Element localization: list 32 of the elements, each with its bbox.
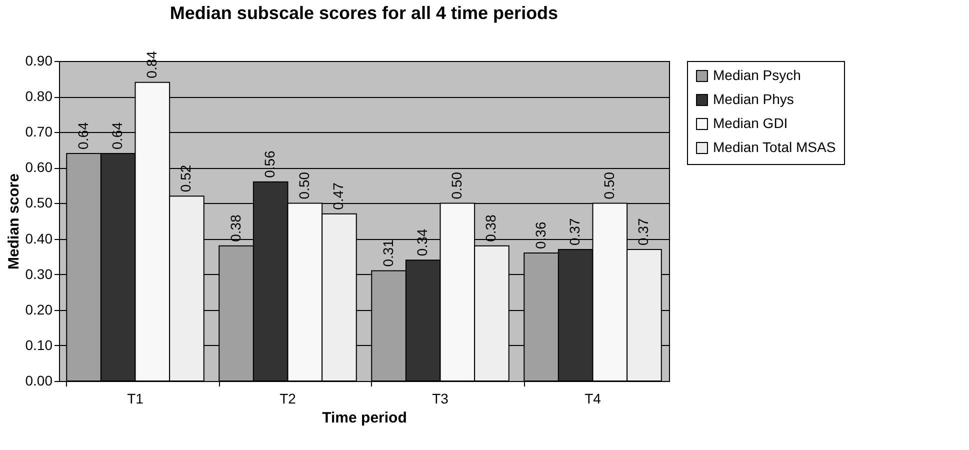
y-tick-label: 0.10 — [25, 336, 53, 353]
y-tick-label: 0.00 — [25, 372, 53, 388]
data-label: 0.50 — [448, 172, 464, 200]
data-label: 0.50 — [296, 172, 312, 200]
x-tick-label: T4 — [584, 390, 602, 406]
y-tick-label: 0.20 — [25, 301, 53, 318]
y-tick-label: 0.70 — [25, 124, 53, 140]
legend-label: Median Psych — [713, 67, 801, 83]
data-label: 0.64 — [74, 122, 91, 150]
data-label: 0.38 — [482, 214, 499, 242]
y-tick-label: 0.50 — [25, 194, 53, 211]
y-tick-label: 0.40 — [25, 230, 53, 246]
data-label: 0.31 — [380, 239, 396, 267]
y-tick-label: 0.30 — [25, 266, 53, 282]
legend-label: Median Phys — [713, 91, 794, 107]
data-label: 0.52 — [178, 164, 194, 192]
data-label: 0.64 — [109, 122, 126, 150]
data-label: 0.38 — [227, 214, 244, 242]
x-axis-title: Time period — [322, 410, 407, 426]
data-label: 0.36 — [532, 222, 548, 249]
y-tick-label: 0.80 — [25, 88, 53, 104]
y-tick-label: 0.90 — [25, 52, 53, 68]
data-label: 0.50 — [600, 172, 617, 200]
y-tick-label: 0.60 — [25, 159, 53, 176]
legend-label: Median GDI — [713, 115, 788, 131]
x-tick-label: T2 — [280, 390, 296, 406]
x-tick-label: T1 — [127, 390, 144, 406]
chart-title: Median subscale scores for all 4 time periods — [170, 3, 558, 24]
y-axis-title: Median score — [5, 174, 22, 270]
legend-label: Median Total MSAS — [713, 139, 836, 155]
data-label: 0.56 — [262, 150, 278, 178]
x-tick-label: T3 — [432, 390, 449, 406]
